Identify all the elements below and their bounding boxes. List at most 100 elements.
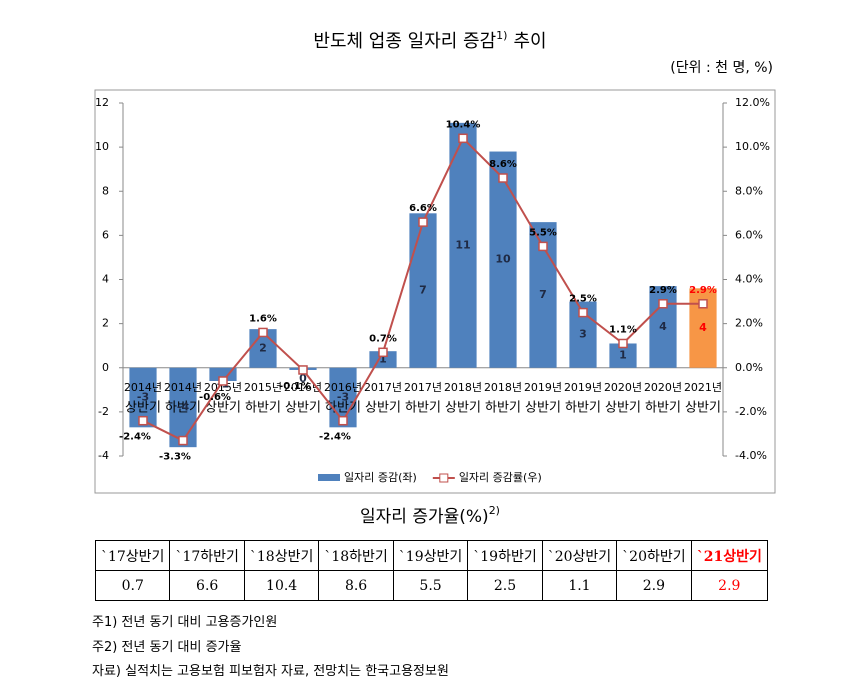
x-tick-label: 상반기: [685, 401, 721, 416]
y-tick-label: 4: [102, 273, 109, 286]
data-cell: 2.9: [616, 570, 692, 601]
bar: [409, 213, 437, 368]
bar-value-label: 1: [379, 352, 387, 365]
x-tick-label: 2016년: [324, 381, 362, 394]
bar-value-label: -4: [177, 400, 190, 413]
table-title-sup: 2): [489, 504, 500, 517]
line-marker: [538, 241, 548, 252]
x-tick-label: 상반기: [605, 401, 641, 416]
data-cell: 10.4: [243, 570, 320, 601]
y2-tick-label: 4.0%: [735, 273, 763, 286]
line-value-label: -0.1%: [279, 381, 311, 392]
x-tick-label: 2020년: [644, 381, 682, 394]
line-marker: [298, 365, 308, 375]
bar-value-label: 11: [455, 238, 470, 251]
x-tick-label: 하반기: [645, 401, 681, 416]
data-cell: 1.1: [541, 570, 618, 601]
line-value-label: 8.6%: [489, 159, 517, 170]
x-tick-label: 2018년: [444, 381, 482, 394]
legend-swatch: [318, 474, 340, 481]
x-tick-label: 상반기: [525, 401, 561, 416]
unit-label: (단위 : 천 명, %): [670, 60, 773, 76]
y-tick-label: -4: [98, 449, 109, 462]
x-tick-label: 2014년: [164, 381, 202, 394]
chart: 반도체 업종 일자리 증감1) 추이 (단위 : 천 명, %) 일자리 증가율(…: [94, 29, 776, 527]
bar-value-label: 10: [495, 253, 511, 266]
note: 주2) 전년 동기 대비 증가율: [92, 640, 242, 655]
line-marker: [258, 327, 268, 338]
header-cell: `19하반기: [467, 540, 543, 571]
y-tick-label: 12: [95, 96, 109, 109]
line-marker: [138, 415, 148, 426]
bar-value-label: 7: [419, 284, 427, 297]
line-value-label: -2.4%: [319, 432, 351, 443]
x-tick-label: 하반기: [565, 401, 601, 416]
x-tick-label: 2014년: [124, 381, 162, 394]
line-value-label: 1.1%: [609, 324, 637, 335]
line-marker: [578, 307, 588, 318]
bar: [489, 151, 517, 368]
y-tick-label: 0: [102, 361, 109, 374]
x-tick-label: 상반기: [205, 401, 241, 416]
data-cell: 8.6: [318, 570, 394, 601]
x-tick-label: 상반기: [445, 401, 481, 416]
header-cell: `20상반기: [541, 540, 618, 571]
y2-tick-label: -4.0%: [735, 449, 767, 462]
legend-swatch: [439, 473, 449, 483]
x-tick-label: 2019년: [524, 381, 562, 394]
x-tick-label: 2017년: [404, 381, 442, 394]
y-tick-label: 8: [102, 184, 109, 197]
y-tick-label: 2: [102, 317, 109, 330]
x-tick-label: 2015년: [204, 381, 242, 394]
line-value-label: -0.6%: [199, 392, 231, 403]
bar-value-label: -3: [337, 391, 349, 404]
line-marker: [498, 173, 508, 183]
x-tick-label: 하반기: [245, 401, 281, 416]
line-marker: [338, 415, 348, 426]
header-cell: `18하반기: [318, 540, 394, 571]
header-cell: `20하반기: [616, 540, 692, 571]
y2-tick-label: 6.0%: [735, 228, 763, 241]
line-marker: [658, 299, 668, 309]
line-value-label: 1.6%: [249, 313, 277, 324]
rate-table: `17상반기 `17하반기 `18상반기 `18하반기 `19상반기 `19하반기 `20상…: [94, 540, 769, 601]
line-value-label: 6.6%: [409, 203, 437, 214]
line-value-label: 2.5%: [569, 294, 597, 305]
chart-title: 반도체 업종 일자리 증감1) 추이: [313, 29, 546, 52]
line-value-label: 0.7%: [369, 333, 397, 344]
x-tick-label: 하반기: [165, 401, 201, 416]
bar-value-label: 2: [259, 341, 267, 354]
bar-value-label: 7: [539, 288, 547, 301]
data-cell: 6.6: [169, 570, 245, 601]
line-marker: [178, 435, 188, 446]
bar-value-label: 4: [659, 320, 667, 333]
y2-tick-label: 2.0%: [735, 317, 763, 330]
header-row: `17상반기 `17하반기 `18상반기 `18하반기 `19상반기 `19하반기 `20상…: [94, 540, 769, 571]
y-tick-label: 6: [102, 228, 109, 241]
header-cell: `19상반기: [392, 540, 469, 571]
line-marker: [458, 133, 468, 144]
x-tick-label: 2018년: [484, 381, 522, 394]
x-tick-label: 2015년: [244, 381, 282, 394]
x-tick-label: 하반기: [405, 401, 441, 416]
x-tick-label: 2016년: [284, 381, 322, 394]
x-tick-label: 하반기: [485, 401, 521, 416]
note: 주1) 전년 동기 대비 고용증가인원: [92, 615, 278, 630]
chart-frame: [94, 89, 776, 494]
line-marker: [218, 376, 228, 386]
title-main: 반도체 업종 일자리 증감: [313, 31, 496, 52]
title-tail: 추이: [513, 31, 546, 52]
table-title-main: 일자리 증가율(%): [360, 507, 489, 527]
data-cell: 2.5: [467, 570, 543, 601]
legend-label: 일자리 증감(좌): [344, 470, 417, 484]
line-value-label: 2.9%: [649, 285, 677, 296]
header-cell: `17하반기: [169, 540, 245, 571]
title-sup: 1): [496, 29, 507, 42]
data-cell: 0.7: [94, 570, 171, 601]
y-tick-label: -2: [98, 405, 109, 418]
x-tick-label: 상반기: [285, 401, 321, 416]
note: 자료) 실적치는 고용보험 피보험자 자료, 전망치는 한국고용정보원: [92, 664, 449, 679]
legend-label: 일자리 증감률(우): [459, 470, 542, 484]
y2-tick-label: -2.0%: [735, 405, 767, 418]
